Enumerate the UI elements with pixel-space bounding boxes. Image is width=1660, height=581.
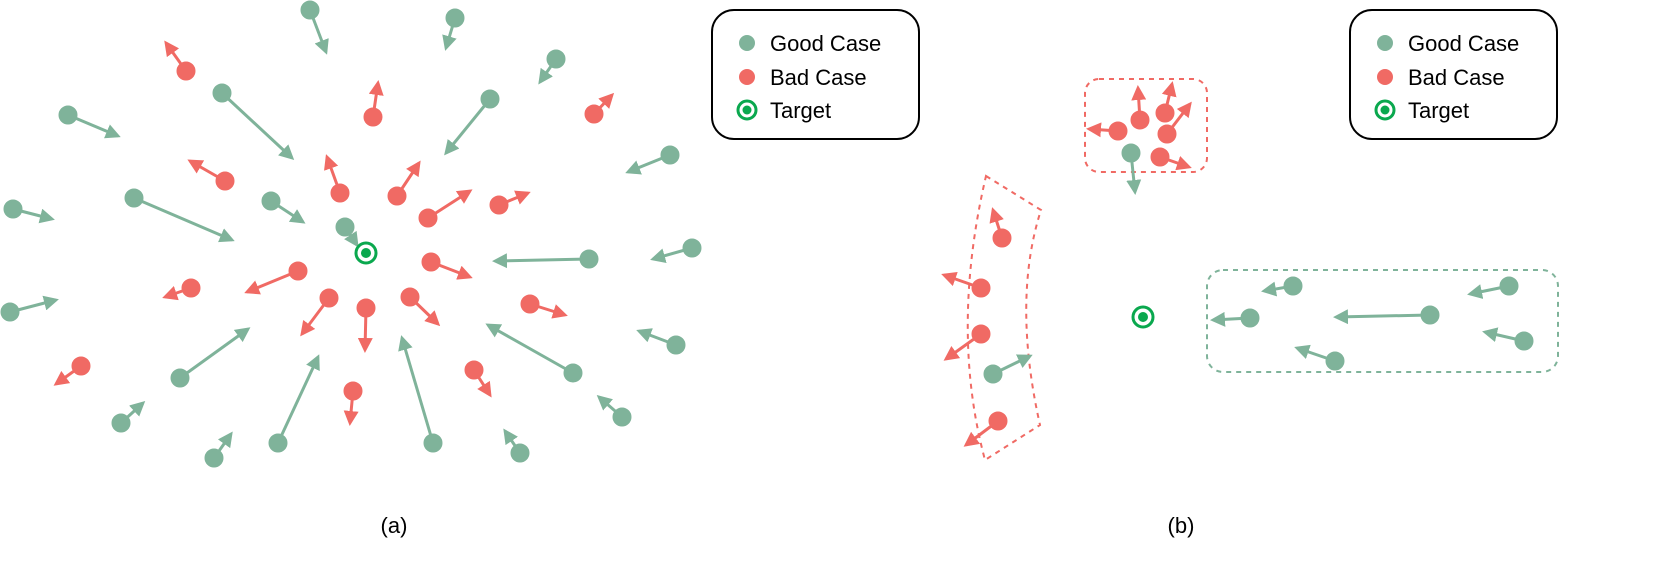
legend-b-good-label: Good Case [1408, 31, 1519, 56]
bad-cluster-region-left [966, 174, 1043, 462]
good-case-point [204, 448, 224, 468]
good-case-point [660, 145, 680, 165]
legend-a-good-label: Good Case [770, 31, 881, 56]
good-case-arrow [133, 196, 235, 243]
good-case-legend-icon [1377, 35, 1393, 51]
good-case-point [510, 443, 530, 463]
good-case-point [546, 49, 566, 69]
good-case-point [1283, 276, 1303, 296]
panel-b-caption: (b) [1168, 513, 1195, 538]
legend-b-bad-label: Bad Case [1408, 65, 1505, 90]
panel-a-good-cases [0, 0, 702, 468]
good-case-point [1121, 143, 1141, 163]
good-case-arrow [1333, 309, 1431, 325]
bad-case-point [319, 288, 339, 308]
good-case-point [1240, 308, 1260, 328]
bad-case-point [988, 411, 1008, 431]
panel-a-bad-cases [53, 40, 615, 426]
good-case-point [666, 335, 686, 355]
panel-b-good-cases [983, 143, 1534, 384]
bad-case-point [971, 278, 991, 298]
target-legend-icon [742, 105, 752, 115]
bad-case-point [343, 381, 363, 401]
bad-case-point [1157, 124, 1177, 144]
legend-a-target-label: Target [770, 98, 831, 123]
bad-case-point [1150, 147, 1170, 167]
good-case-arrow [485, 323, 574, 375]
panel-a: Good Case Bad Case Target (a) [0, 0, 920, 538]
good-case-point [480, 89, 500, 109]
panel-a-caption: (a) [381, 513, 408, 538]
bad-case-point [464, 360, 484, 380]
target-legend-icon [1380, 105, 1390, 115]
target-icon [361, 248, 371, 258]
legend-b-box [1349, 9, 1558, 140]
good-case-point [268, 433, 288, 453]
good-case-point [445, 8, 465, 28]
bad-case-point [330, 183, 350, 203]
good-case-arrow [492, 253, 590, 269]
good-case-point [3, 199, 23, 219]
panel-a-target [354, 241, 378, 265]
bad-case-point [520, 294, 540, 314]
good-case-arrow [276, 354, 320, 444]
bad-case-point [489, 195, 509, 215]
good-case-point [335, 217, 355, 237]
good-case-point [1514, 331, 1534, 351]
bad-case-point [418, 208, 438, 228]
good-case-point [579, 249, 599, 269]
good-case-point [170, 368, 190, 388]
good-case-point [612, 407, 632, 427]
legend-a: Good Case Bad Case Target [711, 9, 920, 140]
bad-case-point [992, 228, 1012, 248]
good-case-point [682, 238, 702, 258]
good-case-point [300, 0, 320, 20]
bad-case-point [400, 287, 420, 307]
bad-case-legend-icon [1377, 69, 1393, 85]
bad-case-point [215, 171, 235, 191]
legend-a-bad-label: Bad Case [770, 65, 867, 90]
good-case-arrow [444, 98, 492, 156]
target-icon [1138, 312, 1148, 322]
good-case-legend-icon [739, 35, 755, 51]
good-case-point [212, 83, 232, 103]
bad-case-point [71, 356, 91, 376]
good-case-point [0, 302, 20, 322]
bad-case-legend-icon [739, 69, 755, 85]
bad-case-point [181, 278, 201, 298]
bad-case-point [356, 298, 376, 318]
good-case-arrow [179, 327, 251, 380]
bad-case-point [363, 107, 383, 127]
bad-case-point [421, 252, 441, 272]
bad-case-point [176, 61, 196, 81]
panel-b: Good Case Bad Case Target (b) [941, 9, 1559, 538]
bad-case-point [1130, 110, 1150, 130]
good-case-arrow [398, 335, 435, 444]
good-case-point [1499, 276, 1519, 296]
good-case-point [124, 188, 144, 208]
legend-a-box [711, 9, 920, 140]
good-case-point [563, 363, 583, 383]
good-case-point [1325, 351, 1345, 371]
bad-case-point [971, 324, 991, 344]
bad-cluster-region-top [1084, 78, 1208, 173]
good-case-point [111, 413, 131, 433]
good-case-point [58, 105, 78, 125]
good-case-arrow [220, 91, 295, 161]
bad-case-point [288, 261, 308, 281]
panel-b-target [1131, 305, 1155, 329]
bad-case-point [1108, 121, 1128, 141]
good-case-point [1420, 305, 1440, 325]
good-case-point [423, 433, 443, 453]
good-case-point [983, 364, 1003, 384]
bad-case-point [584, 104, 604, 124]
panel-b-bad-cases [941, 81, 1192, 447]
legend-b-target-label: Target [1408, 98, 1469, 123]
panel-b-cluster-regions [966, 78, 1559, 462]
bad-case-point [1155, 103, 1175, 123]
legend-b: Good Case Bad Case Target [1349, 9, 1558, 140]
good-case-point [261, 191, 281, 211]
bad-case-point [387, 186, 407, 206]
